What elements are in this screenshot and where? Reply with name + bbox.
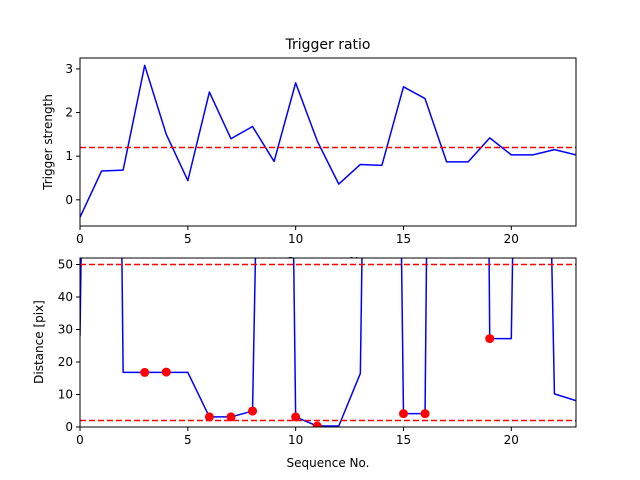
plot-background [80, 258, 576, 427]
series-line [80, 64, 576, 218]
data-point-marker [248, 406, 258, 416]
plot-area [80, 64, 576, 218]
y-axis-label: Trigger strength [41, 94, 55, 191]
y-tick-label: 2 [65, 106, 73, 120]
chart-title: Trigger ratio [284, 37, 370, 53]
x-tick-label: 15 [396, 232, 411, 246]
data-point-marker [291, 412, 301, 422]
x-tick-label: 0 [76, 433, 84, 447]
y-tick-label: 20 [58, 355, 73, 369]
data-point-marker [204, 412, 214, 422]
tick-group: 0 5 10 15 20 0 1 2 3 [65, 62, 519, 246]
x-tick-label: 10 [288, 232, 303, 246]
y-tick-label: 30 [58, 323, 73, 337]
chart-trigger-ratio: Trigger ratio Trigger strength Sequence … [41, 37, 577, 269]
x-tick-label: 20 [504, 232, 519, 246]
chart-distance: Distance [pix] Sequence No. 0 5 10 15 20 0 10 2… [32, 257, 577, 470]
data-point-marker [312, 421, 322, 427]
x-tick-label: 15 [396, 433, 411, 447]
x-tick-label: 5 [184, 433, 192, 447]
y-tick-label: 3 [65, 62, 73, 76]
data-point-marker [485, 334, 495, 344]
y-tick-label: 40 [58, 290, 73, 304]
y-tick-label: 1 [65, 149, 73, 163]
x-tick-label: 10 [288, 433, 303, 447]
x-tick-label: 0 [76, 232, 84, 246]
data-point-marker [398, 409, 408, 419]
y-tick-label: 50 [58, 258, 73, 272]
y-tick-label: 0 [65, 420, 73, 434]
y-tick-label: 0 [65, 193, 73, 207]
data-point-marker [140, 367, 150, 377]
data-point-marker [420, 409, 430, 419]
plot-area [80, 258, 576, 427]
y-tick-label: 10 [58, 388, 73, 402]
tick-group: 0 5 10 15 20 0 10 20 30 40 50 [58, 258, 519, 448]
x-axis-label: Sequence No. [287, 456, 370, 470]
data-point-marker [226, 412, 236, 422]
x-tick-label: 5 [184, 232, 192, 246]
plot-frame [79, 57, 577, 227]
y-axis-label: Distance [pix] [32, 300, 46, 384]
x-tick-label: 20 [504, 433, 519, 447]
data-point-marker [161, 367, 171, 377]
plot-frame [79, 257, 577, 428]
